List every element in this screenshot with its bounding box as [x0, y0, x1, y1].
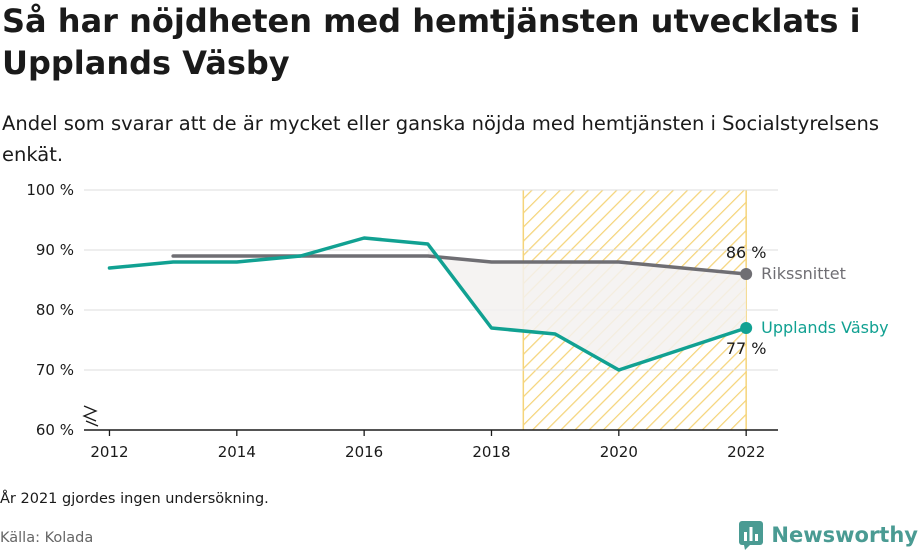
series-label-rikssnittet: Rikssnittet — [761, 264, 846, 283]
series-line-rikssnittet — [171, 254, 748, 276]
brand-name: Newsworthy — [771, 523, 918, 547]
end-marker-upplands-vasby — [740, 322, 753, 334]
axis-break-icon — [85, 420, 99, 427]
y-tick-label: 70 % — [36, 361, 74, 379]
y-tick-label: 90 % — [36, 241, 74, 259]
end-marker-rikssnittet — [740, 268, 753, 280]
x-tick-label: 2018 — [472, 443, 510, 461]
value-label-upplands-vasby: 77 % — [726, 339, 767, 358]
y-tick-label: 60 % — [36, 421, 74, 439]
chart-source: Källa: Kolada — [0, 530, 94, 546]
chart-title: Så har nöjdheten med hemtjänsten utveckl… — [2, 2, 861, 82]
x-tick-label: 2014 — [218, 443, 256, 461]
line-chart: 60 % 70 % 80 % 90 % 100 % 2012 2014 2016 2018 202… — [26, 181, 888, 461]
series-line-upplands-vasby — [107, 236, 748, 372]
series-label-upplands-vasby: Upplands Väsby — [761, 318, 888, 337]
chart-note: År 2021 gjordes ingen undersökning. — [0, 491, 269, 507]
chart-subtitle: Andel som svarar att de är mycket eller … — [2, 112, 880, 166]
newsworthy-logo-icon — [739, 521, 764, 550]
y-tick-label: 100 % — [26, 181, 74, 199]
x-tick-label: 2016 — [345, 443, 383, 461]
x-tick-label: 2020 — [600, 443, 638, 461]
value-label-rikssnittet: 86 % — [726, 243, 767, 262]
axis-break-icon — [82, 405, 98, 422]
x-tick-label: 2012 — [90, 443, 128, 461]
y-tick-label: 80 % — [36, 301, 74, 319]
gap-area — [427, 244, 747, 370]
brand-logo[interactable]: Newsworthy — [739, 519, 918, 551]
x-tick-label: 2022 — [727, 443, 765, 461]
